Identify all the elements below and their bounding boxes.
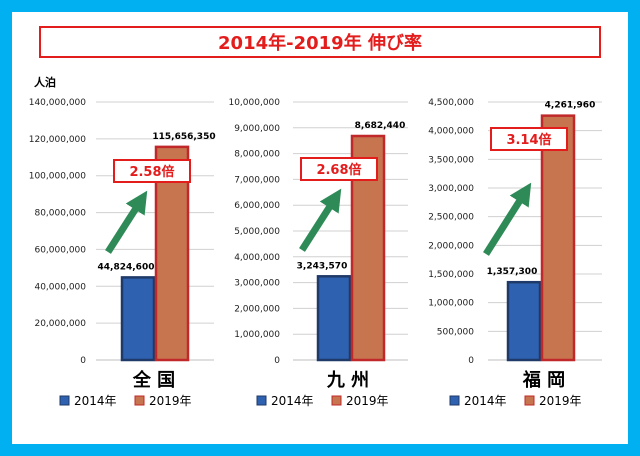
y-tick-label: 40,000,000 — [34, 282, 86, 292]
y-tick-label: 9,000,000 — [234, 124, 280, 134]
y-tick-label: 2,000,000 — [428, 241, 474, 251]
y-tick-label: 5,000,000 — [234, 227, 280, 237]
growth-arrow — [483, 182, 532, 256]
y-tick-label: 140,000,000 — [29, 98, 87, 108]
legend-label-2014: 2014年 — [74, 394, 117, 408]
growth-ratio-label: 2.68倍 — [316, 162, 361, 178]
y-tick-label: 80,000,000 — [34, 209, 86, 219]
growth-arrow — [105, 190, 148, 254]
growth-ratio-label: 3.14倍 — [506, 132, 551, 148]
y-tick-label: 6,000,000 — [234, 201, 280, 211]
data-label-2014: 3,243,570 — [297, 261, 348, 271]
y-tick-label: 3,500,000 — [428, 155, 474, 165]
page: 2014年-2019年 伸び率 人泊 0 20,000,000 40,000,000… — [12, 12, 628, 444]
y-tick-label: 120,000,000 — [29, 135, 87, 145]
y-tick-label: 10,000,000 — [228, 98, 280, 108]
legend-swatch-2014 — [449, 395, 460, 406]
legend-label-2019: 2019年 — [346, 394, 389, 408]
data-label-2019: 115,656,350 — [152, 132, 215, 142]
y-tick-label: 60,000,000 — [34, 245, 86, 255]
growth-arrow — [299, 188, 342, 252]
y-tick-label: 20,000,000 — [34, 319, 86, 329]
charts-area: 0 20,000,000 40,000,000 60,000,000 80,000,00… — [29, 98, 602, 408]
category-label: 九 州 — [326, 370, 369, 391]
y-tick-label: 0 — [468, 356, 474, 366]
y-tick-label: 0 — [80, 356, 86, 366]
y-tick-label: 2,000,000 — [234, 304, 280, 314]
y-tick-label: 0 — [274, 356, 280, 366]
legend-swatch-2019 — [331, 395, 342, 406]
bar-2014 — [316, 275, 352, 362]
bar-2014 — [506, 280, 542, 362]
legend-label-2014: 2014年 — [464, 394, 507, 408]
growth-ratio-box — [300, 157, 378, 181]
data-label-2019: 4,261,960 — [545, 101, 596, 111]
y-tick-label: 7,000,000 — [234, 175, 280, 185]
y-tick-label: 8,000,000 — [234, 150, 280, 160]
y-tick-label: 100,000,000 — [29, 172, 87, 182]
bar-2019 — [540, 114, 576, 362]
y-tick-label: 4,000,000 — [428, 127, 474, 137]
y-tick-label: 4,000,000 — [234, 253, 280, 263]
category-label: 全 国 — [132, 369, 175, 391]
unit-label: 人泊 — [34, 76, 56, 89]
legend-swatch-2014 — [59, 395, 70, 406]
y-tick-label: 3,000,000 — [234, 279, 280, 289]
y-tick-label: 500,000 — [437, 327, 474, 337]
growth-ratio-box — [113, 159, 191, 183]
y-tick-label: 3,000,000 — [428, 184, 474, 194]
y-tick-label: 1,000,000 — [428, 299, 474, 309]
data-label-2019: 8,682,440 — [355, 121, 406, 131]
chart-title: 2014年-2019年 伸び率 — [39, 26, 601, 58]
category-label: 福 岡 — [522, 369, 565, 391]
legend-label-2014: 2014年 — [271, 394, 314, 408]
y-tick-label: 2,500,000 — [428, 213, 474, 223]
growth-ratio-label: 2.58倍 — [129, 164, 174, 180]
growth-ratio-box — [490, 127, 568, 151]
legend-swatch-2019 — [524, 395, 535, 406]
y-tick-label: 4,500,000 — [428, 98, 474, 108]
bar-2014 — [120, 276, 156, 362]
legend-label-2019: 2019年 — [149, 394, 192, 408]
data-label-2014: 1,357,300 — [487, 267, 538, 277]
legend-swatch-2014 — [256, 395, 267, 406]
y-tick-label: 1,000,000 — [234, 330, 280, 340]
legend-swatch-2019 — [134, 395, 145, 406]
data-label-2014: 44,824,600 — [98, 262, 155, 272]
legend-label-2019: 2019年 — [539, 394, 582, 408]
y-tick-label: 1,500,000 — [428, 270, 474, 280]
